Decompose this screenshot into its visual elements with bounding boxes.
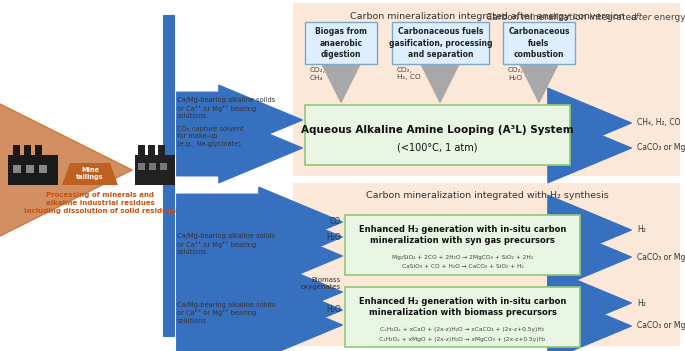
Bar (135, 155, 175, 185)
Text: CaCO₃ or MgCO₃: CaCO₃ or MgCO₃ (637, 252, 685, 261)
Bar (305, 105, 570, 165)
Text: CₓH₂Oₓ + xCaO + (2x-z)H₂O → xCaCO₃ + (2x-z+0.5y)H₂: CₓH₂Oₓ + xCaO + (2x-z)H₂O → xCaCO₃ + (2x… (380, 326, 545, 331)
Bar (149, 163, 156, 170)
Text: Carbonaceous
fuels
combustion: Carbonaceous fuels combustion (508, 27, 570, 59)
Text: Ca/Mg-bearing alkaline solids
or Ca²⁺ or Mg²⁺ bearing
solutions: Ca/Mg-bearing alkaline solids or Ca²⁺ or… (177, 97, 275, 119)
Text: Mine
tailings: Mine tailings (76, 167, 104, 180)
Bar (148, 145, 155, 162)
Text: CO₂,
H₂, CO: CO₂, H₂, CO (397, 67, 421, 80)
Text: CaCO₃ or MgCO₃: CaCO₃ or MgCO₃ (637, 322, 685, 331)
Bar (13, 165, 21, 173)
Bar (26, 165, 34, 173)
Bar (39, 165, 47, 173)
Text: Biomass
oxygenates: Biomass oxygenates (301, 277, 341, 290)
Text: Enhanced H₂ generation with in-situ carbon
mineralization with biomass precursor: Enhanced H₂ generation with in-situ carb… (359, 297, 566, 317)
Bar (160, 163, 167, 170)
Bar (392, 22, 489, 64)
Text: CaSiO₃ + CO + H₂O → CaCO₃ + SiO₂ + H₂: CaSiO₃ + CO + H₂O → CaCO₃ + SiO₂ + H₂ (401, 265, 523, 270)
Bar (138, 145, 145, 162)
Text: CO: CO (330, 218, 341, 226)
Text: H₂O: H₂O (326, 305, 341, 314)
Text: Carbon mineralization integrated: Carbon mineralization integrated (486, 13, 640, 22)
Text: Carbon mineralization integrated after energy conversion: Carbon mineralization integrated after e… (349, 12, 624, 21)
Text: Aqueous Alkaline Amine Looping (A³L) System: Aqueous Alkaline Amine Looping (A³L) Sys… (301, 125, 574, 135)
Text: CO₂,
H₂O: CO₂, H₂O (508, 67, 524, 80)
Polygon shape (62, 163, 118, 185)
Text: Carbonaceous fuels
gasification, processing
and separation: Carbonaceous fuels gasification, process… (389, 27, 493, 59)
Text: Enhanced H₂ generation with in-situ carbon
mineralization with syn gas precursor: Enhanced H₂ generation with in-situ carb… (359, 225, 566, 245)
Text: CH₄, H₂, CO: CH₄, H₂, CO (637, 119, 680, 127)
Bar (138, 163, 145, 170)
Text: Carbon mineralization integrated with H₂ synthesis: Carbon mineralization integrated with H₂… (366, 191, 608, 200)
Text: Ca/Mg-bearing alkaline solids
or Ca²⁺ or Mg²⁺ bearing
solutions: Ca/Mg-bearing alkaline solids or Ca²⁺ or… (177, 302, 275, 324)
Text: energy conversion: energy conversion (651, 13, 685, 22)
Text: CO₂,
CH₄: CO₂, CH₄ (310, 67, 326, 80)
Bar (163, 15, 174, 336)
Bar (293, 3, 680, 176)
Bar (345, 287, 580, 347)
Bar (293, 183, 680, 346)
Text: H₂: H₂ (637, 225, 646, 234)
Bar (158, 145, 165, 162)
Bar (503, 22, 575, 64)
Text: CaCO₃ or MgCO₃: CaCO₃ or MgCO₃ (637, 144, 685, 152)
Text: Ca/Mg-bearing alkaline solids
or Ca²⁺ or Mg²⁺ bearing
solutions: Ca/Mg-bearing alkaline solids or Ca²⁺ or… (177, 233, 275, 255)
Bar (8, 155, 58, 185)
Text: H₂O: H₂O (326, 232, 341, 241)
Bar (345, 215, 580, 275)
Text: Biogas from
anaerobic
digestion: Biogas from anaerobic digestion (315, 27, 367, 59)
Bar (35, 145, 42, 163)
Bar (305, 22, 377, 64)
Text: CO₂ capture solvent
for make-up
(e.g., Na-glycinate): CO₂ capture solvent for make-up (e.g., N… (177, 126, 244, 147)
Text: Mg₂SiO₄ + 2CO + 2H₂O → 2MgCO₃ + SiO₂ + 2H₂: Mg₂SiO₄ + 2CO + 2H₂O → 2MgCO₃ + SiO₂ + 2… (392, 254, 533, 259)
Text: H₂: H₂ (637, 298, 646, 307)
Text: Processing of minerals and
alkaline industrial residues
including dissolution of: Processing of minerals and alkaline indu… (24, 192, 176, 214)
Text: CₓH₂Oₓ + xMgO + (2x-z)H₂O → xMgCO₃ + (2x-z+0.5y)H₂: CₓH₂Oₓ + xMgO + (2x-z)H₂O → xMgCO₃ + (2x… (379, 337, 546, 342)
Text: (<100°C, 1 atm): (<100°C, 1 atm) (397, 142, 477, 152)
Text: after: after (631, 13, 652, 22)
Bar (13, 145, 20, 163)
Bar (24, 145, 31, 163)
